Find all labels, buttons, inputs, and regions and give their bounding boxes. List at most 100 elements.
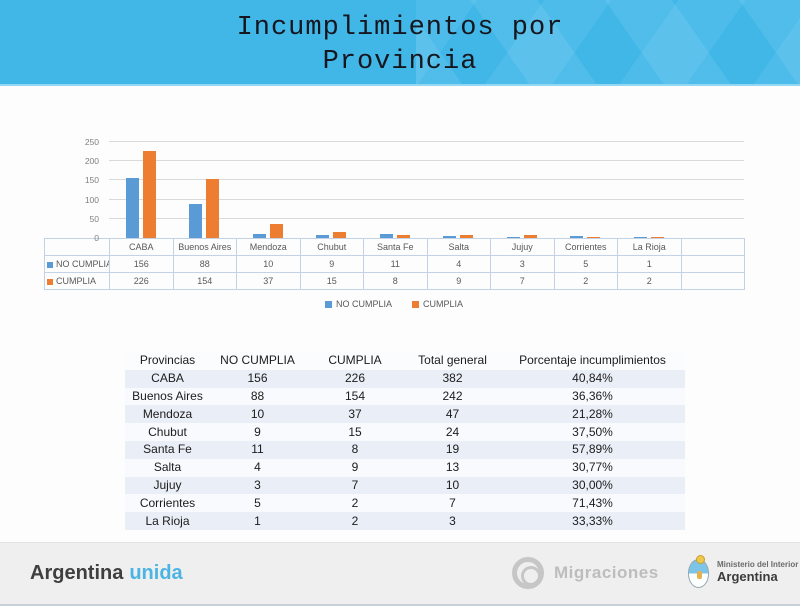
chart-table-value-cell: 156 [109, 255, 174, 273]
chart-plot [109, 141, 745, 238]
bar-cumplia-salta [460, 234, 474, 238]
summary-cell: 33,33% [572, 513, 613, 528]
chart-table-value-cell: 5 [553, 255, 618, 273]
legend-item-no-cumplia: NO CUMPLIA [324, 299, 392, 309]
bar-no-cumplia-mendoza [252, 234, 266, 238]
bar-no-cumplia-corrientes [570, 236, 584, 238]
summary-row-mendoza: Mendoza 10 37 47 21,28% [125, 405, 685, 424]
y-axis-tick-label: 150 [84, 175, 99, 186]
summary-cell: 226 [344, 371, 366, 386]
chart-data-table: CABA Buenos Aires Mendoza Chubut Santa Fe Sal… [44, 238, 745, 290]
summary-row-corrientes: Corrientes 5 2 7 71,43% [125, 494, 685, 513]
series-marker-icon [47, 278, 53, 285]
summary-cell: 36,36% [572, 388, 613, 403]
slide-footer: Argentina unida Migraciones Ministerio de… [0, 542, 800, 606]
summary-cell: La Rioja [145, 513, 190, 528]
summary-table-body: CABA 156 226 382 40,84% Buenos Aires 88 154 242 3… [125, 369, 685, 530]
chart-table-category-cell: Santa Fe [363, 238, 428, 256]
bar-group [173, 142, 237, 238]
summary-cell: 19 [445, 442, 460, 457]
summary-cell: 13 [445, 460, 460, 475]
chart-table-value-cell: 9 [299, 255, 364, 273]
bar-no-cumplia-buenos-aires [189, 204, 203, 238]
legend-marker-icon [412, 300, 419, 308]
summary-cell: 15 [348, 424, 362, 439]
bar-group [554, 142, 618, 238]
slide-header: Incumplimientos por Provincia [0, 0, 800, 86]
bar-no-cumplia-salta [443, 236, 457, 238]
legend-label: NO CUMPLIA [335, 299, 392, 309]
summary-header-row: Provincias NO CUMPLIA CUMPLIA Total general… [125, 352, 685, 370]
summary-cell: 88 [250, 388, 265, 403]
chart-table-category-cell [680, 238, 745, 256]
summary-cell: 2 [351, 495, 359, 510]
ministry-line1: Ministerio del Interior [717, 560, 799, 569]
brand-word-dark: Argentina [30, 562, 124, 584]
summary-cell: 11 [251, 442, 264, 457]
chart-table-value-cell: 11 [363, 255, 428, 273]
summary-cell: CABA [151, 371, 184, 386]
summary-cell: Mendoza [142, 406, 193, 421]
chart-gridline [109, 141, 744, 142]
bar-cumplia-jujuy [523, 235, 537, 238]
summary-table-head: Provincias NO CUMPLIA CUMPLIA Total general… [125, 352, 685, 370]
chart-table-series-row-cumplia: CUMPLIA 226 154 37 15 8 9 7 2 2 [44, 272, 745, 290]
bar-cumplia-buenos-aires [206, 178, 220, 238]
chart-gridline [109, 179, 744, 181]
slide-title-line1: Incumplimientos por [236, 13, 564, 43]
summary-cell: Buenos Aires [132, 388, 203, 403]
chart-table-value-cell: 9 [426, 272, 491, 290]
bar-cumplia-caba [142, 151, 156, 238]
legend-marker-icon [324, 300, 332, 308]
bar-group [300, 142, 364, 238]
chart-table-category-cell: Salta [426, 238, 491, 256]
bar-group [681, 142, 745, 238]
argentina-unida-logo: Argentina unida [30, 562, 183, 585]
summary-cell: 30,00% [572, 477, 613, 492]
chart-table-value-cell [680, 255, 745, 273]
bar-group [109, 142, 173, 238]
summary-header-porcentaje-incumplimientos: Porcentaje incumplimientos [519, 353, 666, 368]
ministry-logo: Ministerio del Interior Argentina [688, 555, 799, 588]
chart-gridline [109, 160, 744, 162]
summary-cell: 3 [449, 513, 456, 528]
summary-cell: 382 [442, 371, 463, 386]
migraciones-logo: Migraciones [512, 557, 659, 589]
summary-cell: Jujuy [153, 477, 182, 492]
summary-header-total-general: Total general [418, 353, 487, 368]
summary-cell: 37 [348, 406, 362, 421]
summary-cell: 7 [449, 495, 456, 510]
summary-cell: 1 [254, 513, 261, 528]
summary-cell: 47 [445, 406, 460, 421]
chart-table-category-cell: Mendoza [236, 238, 301, 256]
chart-gridline [109, 198, 744, 200]
chart-table-series-label: NO CUMPLIA [44, 255, 110, 273]
chart-table-value-cell: 1 [617, 255, 682, 273]
chart-table-series-label: CUMPLIA [44, 272, 110, 290]
summary-cell: 57,89% [572, 442, 613, 457]
chart-table-value-cell: 8 [363, 272, 428, 290]
slide-title-line2: Provincia [322, 47, 478, 77]
summary-cell: 8 [351, 442, 359, 457]
chart-table-category-row: CABA Buenos Aires Mendoza Chubut Santa Fe Sal… [44, 238, 745, 256]
chart-table-category-cell: Jujuy [490, 238, 555, 256]
summary-row-jujuy: Jujuy 3 7 10 30,00% [125, 476, 685, 495]
summary-cell: 9 [254, 424, 261, 439]
bar-group [236, 142, 300, 238]
chart-y-axis: 0 50 100 150 200 250 [44, 137, 109, 243]
summary-row-santa-fe: Santa Fe 11 8 19 57,89% [125, 440, 685, 459]
summary-cell: 9 [351, 460, 359, 475]
summary-cell: 10 [445, 477, 460, 492]
summary-cell: 4 [254, 460, 261, 475]
summary-cell: 71,43% [572, 495, 613, 510]
chart-legend: NO CUMPLIA CUMPLIA [44, 299, 744, 309]
brand-word-light: unida [129, 562, 183, 584]
summary-cell: 154 [344, 388, 366, 403]
bar-group [617, 142, 681, 238]
slide-title: Incumplimientos por Provincia [0, 0, 800, 79]
chart-table-category-cell: La Rioja [617, 238, 682, 256]
bar-group [363, 142, 427, 238]
legend-label: CUMPLIA [423, 299, 464, 309]
summary-cell: Chubut [148, 424, 187, 439]
